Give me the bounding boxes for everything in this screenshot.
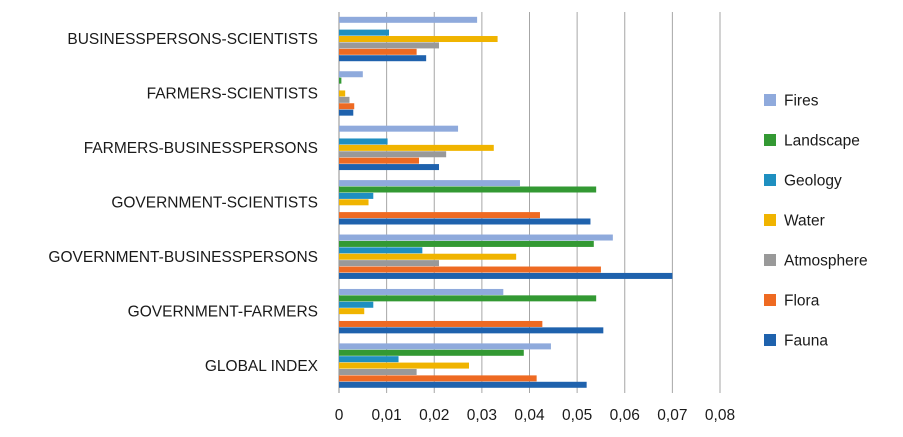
- bar-flora: [339, 103, 355, 110]
- legend-item-atmosphere: Atmosphere: [764, 253, 868, 270]
- legend-item-flora: Flora: [764, 293, 820, 310]
- bar-flora: [339, 375, 537, 382]
- bar-landscape: [339, 349, 524, 356]
- bar-fires: [339, 71, 363, 78]
- bar-fauna: [339, 109, 354, 116]
- bar-flora: [339, 212, 540, 219]
- tick-label: 0,07: [657, 407, 687, 424]
- legend-label: Geology: [784, 173, 842, 190]
- category-label: FARMERS-SCIENTISTS: [147, 86, 318, 103]
- legend-label: Flora: [784, 293, 820, 310]
- bar-atmosphere: [339, 42, 440, 49]
- bar-water: [339, 199, 369, 206]
- legend-swatch: [764, 334, 776, 346]
- category-label: GLOBAL INDEX: [205, 358, 319, 375]
- category-label: GOVERNMENT-BUSINESSPERSONS: [48, 249, 318, 266]
- legend-swatch: [764, 94, 776, 106]
- tick-label: 0,05: [562, 407, 592, 424]
- legend-label: Landscape: [784, 133, 860, 150]
- bar-geology: [339, 247, 423, 254]
- bar-atmosphere: [339, 96, 350, 103]
- tick-label: 0,04: [514, 407, 545, 424]
- legend-label: Fires: [784, 93, 819, 110]
- bar-fauna: [339, 164, 440, 171]
- bar-water: [339, 362, 470, 369]
- legend-item-water: Water: [764, 213, 825, 230]
- legend-label: Water: [784, 213, 825, 230]
- legend-item-geology: Geology: [764, 173, 842, 190]
- tick-label: 0,01: [372, 407, 402, 424]
- category-labels: BUSINESSPERSONS-SCIENTISTS FARMERS-SCIENT…: [48, 31, 318, 375]
- bar-fires: [339, 125, 459, 132]
- legend-label: Fauna: [784, 333, 828, 350]
- bar-fires: [339, 234, 613, 241]
- gridlines: [338, 12, 721, 393]
- tick-label: 0: [335, 407, 344, 424]
- bar-geology: [339, 138, 388, 145]
- legend-swatch: [764, 294, 776, 306]
- bar-water: [339, 90, 346, 97]
- bar-atmosphere: [339, 151, 447, 158]
- legend-swatch: [764, 134, 776, 146]
- category-label: BUSINESSPERSONS-SCIENTISTS: [67, 31, 318, 48]
- category-label: GOVERNMENT-SCIENTISTS: [111, 195, 318, 212]
- bar-geology: [339, 356, 399, 363]
- tick-label: 0,02: [419, 407, 449, 424]
- bar-fauna: [339, 218, 591, 225]
- legend-item-landscape: Landscape: [764, 133, 860, 150]
- bar-flora: [339, 48, 417, 55]
- bar-fires: [339, 288, 504, 295]
- legend-swatch: [764, 214, 776, 226]
- bar-geology: [339, 192, 374, 199]
- bar-water: [339, 36, 498, 43]
- bar-water: [339, 308, 365, 315]
- bar-atmosphere: [339, 260, 440, 267]
- bars: [339, 16, 673, 388]
- tick-label: 0,08: [705, 407, 735, 424]
- bar-flora: [339, 157, 420, 164]
- bar-landscape: [339, 240, 594, 247]
- category-label: FARMERS-BUSINESSPERSONS: [84, 140, 318, 157]
- x-axis-tick-labels: 0 0,01 0,02 0,03 0,04 0,05 0,06 0,07 0,08: [335, 407, 735, 424]
- bar-water: [339, 253, 517, 260]
- bar-geology: [339, 301, 374, 308]
- legend-swatch: [764, 254, 776, 266]
- bar-fauna: [339, 272, 673, 279]
- bar-water: [339, 144, 494, 151]
- bar-fauna: [339, 381, 587, 388]
- bar-geology: [339, 29, 390, 36]
- bar-atmosphere: [339, 368, 417, 375]
- bar-fauna: [339, 327, 604, 334]
- bar-landscape: [339, 295, 597, 302]
- bar-landscape: [339, 186, 597, 193]
- legend-label: Atmosphere: [784, 253, 868, 270]
- legend-swatch: [764, 174, 776, 186]
- bar-flora: [339, 320, 543, 327]
- bar-flora: [339, 266, 601, 273]
- bar-landscape: [339, 77, 342, 84]
- bar-fires: [339, 16, 478, 23]
- legend-item-fauna: Fauna: [764, 333, 828, 350]
- bar-fires: [339, 180, 520, 187]
- bar-fires: [339, 343, 551, 350]
- category-label: GOVERNMENT-FARMERS: [128, 303, 318, 320]
- legend: Fires Landscape Geology Water Atmosphere Flor…: [764, 93, 868, 350]
- bar-fauna: [339, 55, 427, 62]
- legend-item-fires: Fires: [764, 93, 819, 110]
- tick-label: 0,06: [610, 407, 640, 424]
- tick-label: 0,03: [467, 407, 497, 424]
